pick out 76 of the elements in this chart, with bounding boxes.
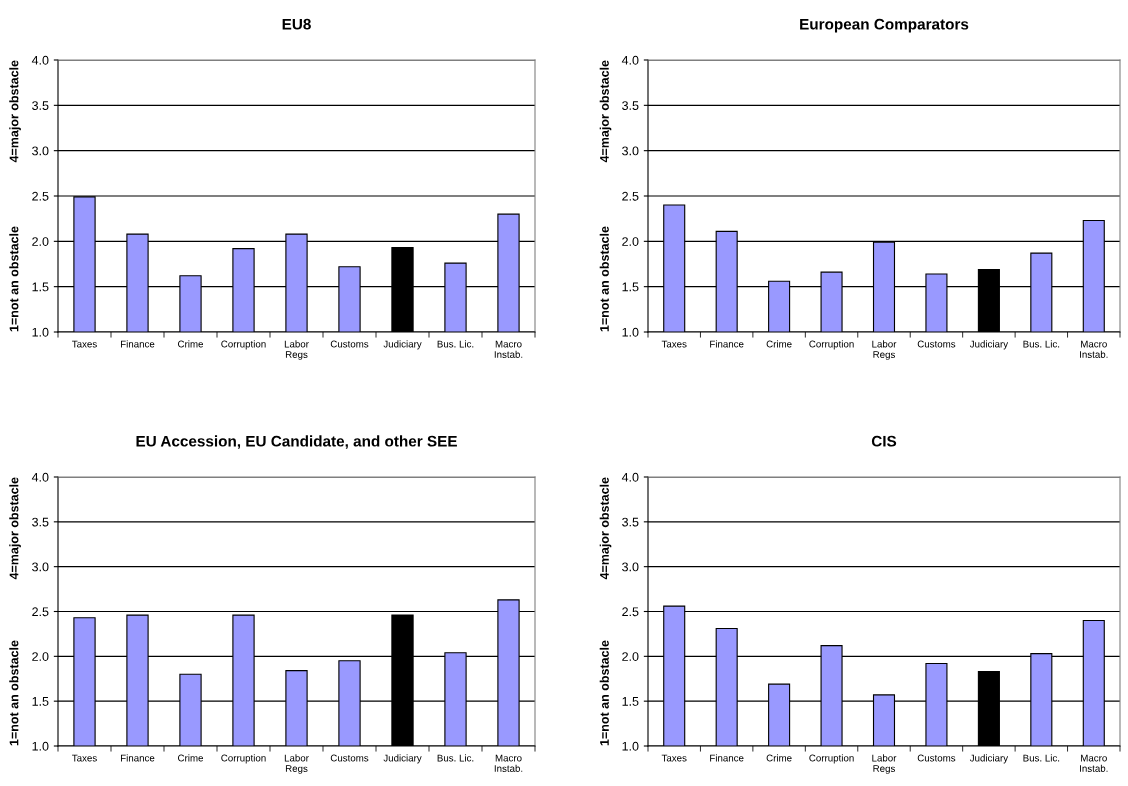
text: 4=major obstacle	[599, 477, 612, 580]
y-axis-title: 1=not an obstacle	[9, 640, 19, 746]
y-axis-title: 1=not an obstacle	[599, 226, 609, 332]
x-tick-label: Customs	[917, 340, 956, 348]
y-tick-label: 1.5	[32, 697, 49, 706]
y-tick-label: 3.0	[622, 562, 639, 572]
y-tick-label: 3.5	[622, 517, 639, 527]
x-tick-label: Judiciary	[969, 754, 1009, 764]
x-tick-label: Finance	[121, 754, 155, 762]
x-tick-label: Labor Regs	[284, 754, 309, 774]
y-tick-label: 2.0	[32, 652, 49, 661]
chart-title: EU8	[282, 18, 311, 30]
x-tick-label: Crime	[178, 754, 204, 762]
x-tick-label: Finance	[710, 340, 744, 348]
text: 4=major obstacle	[599, 60, 612, 163]
x-tick-label: Macro Instab.	[1080, 754, 1108, 772]
y-tick-label: 1.0	[32, 741, 49, 751]
x-tick-label: Finance	[710, 754, 744, 762]
x-tick-label: Bus. Lic.	[437, 754, 474, 762]
x-tick-label: Corruption	[221, 754, 266, 764]
y-tick-label: 1.5	[32, 282, 49, 292]
y-tick-label: 4.0	[31, 55, 49, 65]
y-axis-title: 1=not an obstacle	[599, 640, 609, 746]
x-tick-label: Taxes	[661, 754, 687, 762]
x-tick-label: Crime	[178, 340, 204, 348]
y-tick-label: 4.0	[621, 472, 639, 482]
x-tick-label: Customs	[330, 754, 369, 762]
x-tick-label: Taxes	[72, 754, 97, 762]
y-tick-label: 2.0	[622, 237, 639, 246]
y-tick-label: 3.5	[32, 101, 49, 110]
y-tick-label: 4.0	[621, 55, 639, 65]
x-tick-label: Labor Regs	[284, 340, 309, 360]
x-tick-label: Corruption	[809, 340, 854, 350]
y-tick-label: 1.0	[622, 327, 639, 337]
y-tick-label: 2.0	[32, 237, 49, 246]
y-tick-label: 2.5	[622, 191, 639, 201]
y-tick-label: 2.0	[622, 652, 639, 661]
x-tick-label: Bus. Lic.	[1023, 340, 1060, 348]
x-tick-label: Taxes	[661, 340, 687, 348]
y-tick-label: 3.5	[622, 101, 639, 110]
x-tick-label: Corruption	[221, 340, 266, 350]
y-tick-label: 1.5	[622, 697, 639, 706]
x-tick-label: Labor Regs	[872, 340, 897, 360]
x-tick-label: Bus. Lic.	[1023, 754, 1060, 762]
chart-title: EU Accession, EU Candidate, and other SEE	[136, 435, 457, 449]
x-tick-label: Crime	[766, 340, 792, 348]
x-tick-label: Macro Instab.	[494, 340, 523, 358]
text: 4=major obstacle	[9, 477, 21, 580]
x-tick-label: Labor Regs	[872, 754, 897, 774]
y-tick-label: 3.0	[622, 146, 639, 156]
x-tick-label: Macro Instab.	[494, 754, 523, 772]
y-tick-label: 3.0	[32, 146, 49, 156]
x-tick-label: Judiciary	[969, 340, 1009, 350]
x-tick-label: Judiciary	[383, 754, 422, 764]
chart-title: European Comparators	[800, 18, 969, 33]
chart-title: CIS	[871, 435, 897, 447]
x-tick-label: Customs	[330, 340, 369, 348]
x-tick-label: Taxes	[72, 340, 97, 348]
x-tick-label: Finance	[121, 340, 155, 348]
x-tick-label: Corruption	[809, 754, 854, 764]
y-axis-title: 1=not an obstacle	[9, 226, 19, 332]
y-tick-label: 2.5	[622, 607, 639, 617]
text: 4=major obstacle	[9, 60, 21, 163]
y-tick-label: 1.0	[32, 327, 49, 337]
y-tick-label: 3.0	[32, 562, 49, 572]
x-tick-label: Crime	[766, 754, 792, 762]
y-tick-label: 1.5	[622, 282, 639, 292]
x-tick-label: Customs	[917, 754, 956, 762]
y-tick-label: 3.5	[32, 517, 49, 527]
y-tick-label: 4.0	[31, 472, 49, 482]
y-tick-label: 2.5	[32, 191, 49, 201]
x-tick-label: Bus. Lic.	[437, 340, 474, 348]
x-tick-label: Judiciary	[383, 340, 422, 350]
x-tick-label: Macro Instab.	[1080, 340, 1108, 358]
y-tick-label: 2.5	[32, 607, 49, 617]
y-tick-label: 1.0	[622, 741, 639, 751]
